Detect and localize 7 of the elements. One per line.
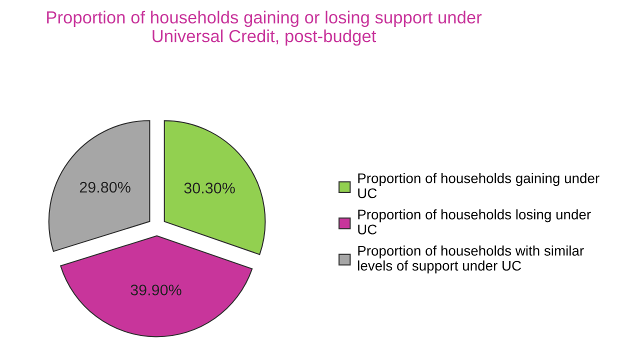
data-label: 30.30% bbox=[184, 182, 235, 194]
legend-label: Proportion of households with similar levels of support under UC bbox=[358, 245, 584, 274]
legend-label: Proportion of households gaining under UC bbox=[358, 173, 600, 198]
data-label: 39.90% bbox=[130, 284, 182, 296]
legend-label: Proportion of households losing under UC bbox=[358, 209, 591, 234]
data-label: 29.80% bbox=[80, 182, 130, 193]
chart-title: Proportion of households gaining or losing support under Universal Credit, post-budget bbox=[47, 10, 482, 46]
